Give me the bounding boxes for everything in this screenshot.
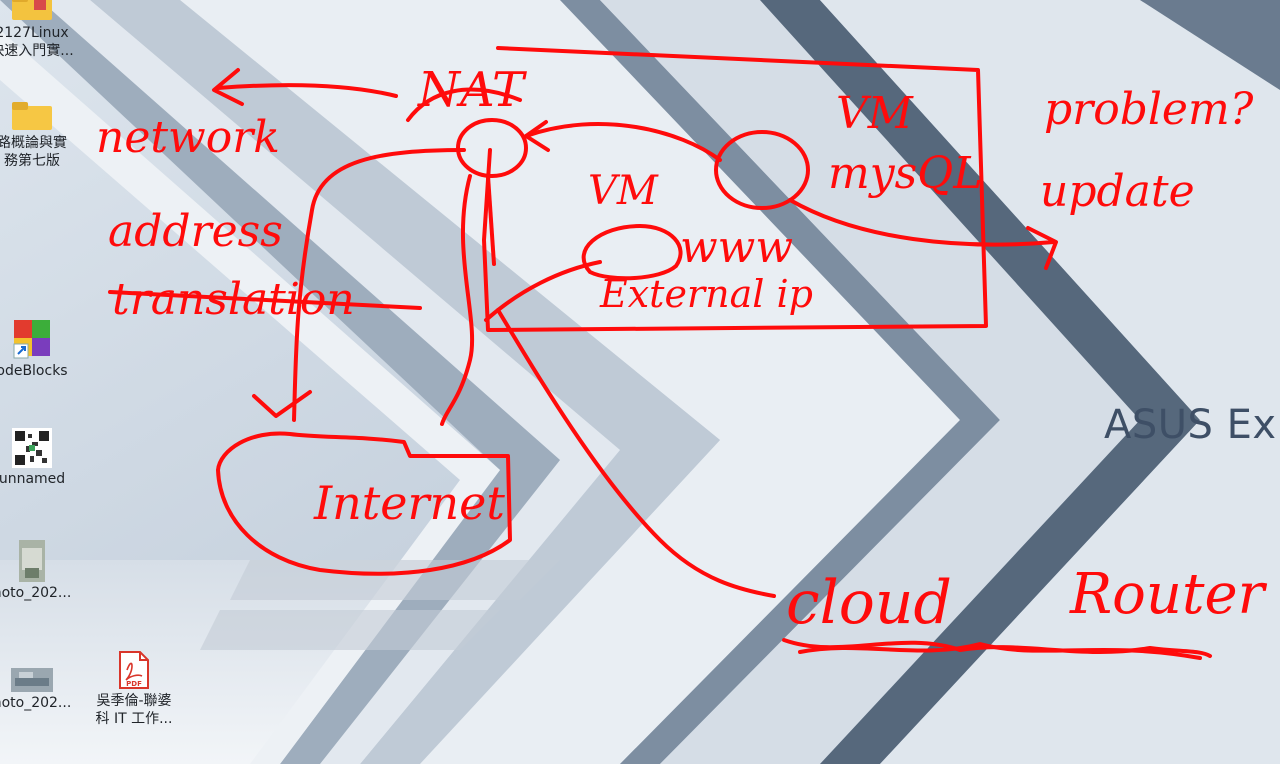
note-mysql: mysQL	[828, 148, 983, 199]
note-update: update	[1040, 166, 1195, 217]
desktop-icon-unnamed-qr[interactable]: unnamed	[0, 428, 80, 488]
note-translation: translation	[112, 274, 355, 325]
qr-code-icon	[12, 428, 52, 468]
pdf-badge: PDF	[126, 680, 142, 688]
note-vm-mysql-title: VM	[836, 88, 913, 139]
desktop-icon-codeblocks[interactable]: odeBlocks	[0, 318, 80, 380]
desktop-icon-photo-2[interactable]: hoto_202...	[0, 668, 80, 712]
note-nat: NAT	[418, 62, 525, 118]
desktop-icon-pdf-document[interactable]: PDF 吳季倫-聯婆 科 IT 工作...	[86, 650, 182, 728]
folder-icon	[12, 0, 52, 20]
note-address: address	[108, 206, 283, 257]
icon-label-line1: unnamed	[0, 471, 66, 487]
note-external-ip: External ip	[600, 272, 813, 316]
icon-label-line1: hoto_202...	[0, 585, 72, 601]
codeblocks-icon	[13, 320, 50, 359]
note-network: network	[96, 112, 280, 163]
note-router: Router	[1070, 562, 1265, 627]
icon-label-line1: 2127Linux	[0, 25, 69, 41]
pdf-file-icon: PDF	[119, 651, 149, 689]
note-www: www	[680, 222, 793, 273]
photo-thumbnail-icon	[11, 668, 53, 692]
note-cloud: cloud	[786, 568, 952, 638]
icon-label-line1: 吳季倫-聯婆	[96, 693, 172, 709]
wallpaper-brand-text: ASUS Exp	[1104, 402, 1280, 448]
icon-label-line1: 路概論與實	[0, 135, 67, 151]
icon-label-line1: odeBlocks	[0, 363, 68, 379]
icon-label-line2: 科 IT 工作...	[95, 711, 173, 727]
desktop-icon-network-book-folder[interactable]: 路概論與實 務第七版	[0, 100, 80, 170]
photo-thumbnail-icon	[19, 540, 45, 582]
desktop-icon-linux-folder[interactable]: 2127Linux 快速入門實...	[0, 0, 80, 60]
icon-label-line2: 快速入門實...	[0, 43, 74, 59]
note-problem: problem?	[1044, 84, 1254, 135]
folder-icon	[12, 102, 52, 130]
icon-label-line2: 務第七版	[4, 153, 60, 169]
note-internet: Internet	[314, 476, 505, 530]
desktop-icon-photo-1[interactable]: hoto_202...	[0, 540, 80, 602]
icon-label-line1: hoto_202...	[0, 695, 72, 711]
note-vm-www-title: VM	[588, 168, 658, 214]
